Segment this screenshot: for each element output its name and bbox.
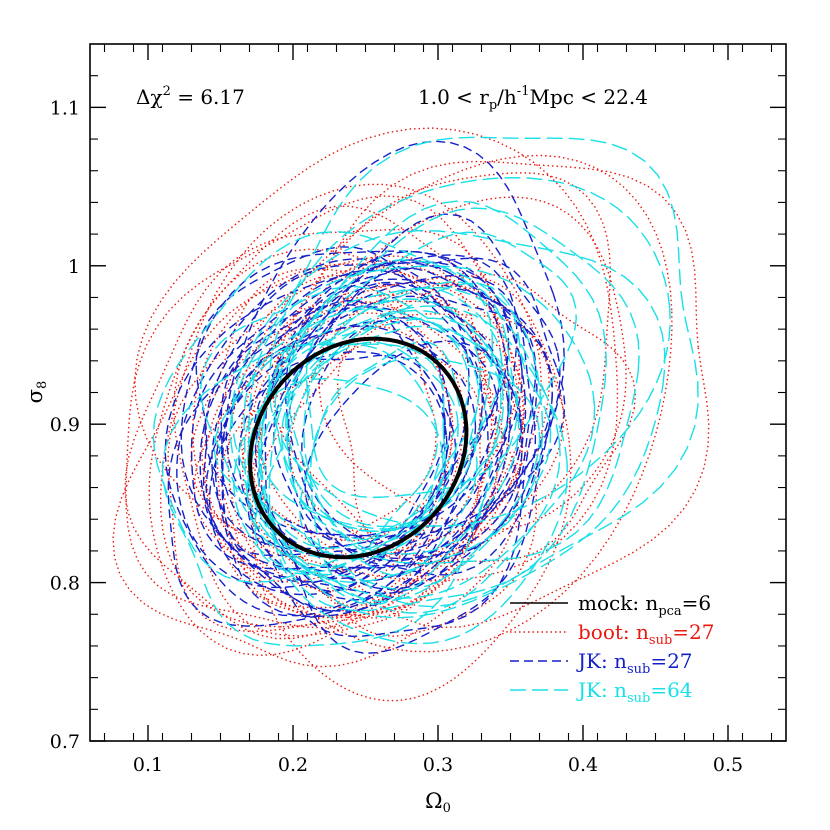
x-axis-label-sub: 0 xyxy=(443,801,451,816)
contour-jk27 xyxy=(180,250,527,613)
y-tick-label: 1.1 xyxy=(50,97,80,119)
contour-jk27 xyxy=(301,317,489,547)
legend-label-sub: sub xyxy=(627,662,650,677)
rp-a-sub: p xyxy=(489,98,497,113)
contour-jk27 xyxy=(238,259,538,638)
rp-b: /h xyxy=(497,85,517,109)
y-axis-label-main: σ xyxy=(23,389,47,403)
contour-jk27 xyxy=(167,305,498,627)
contour-boot xyxy=(124,228,511,640)
y-tick-label: 0.9 xyxy=(50,414,80,436)
legend-label-tail: =64 xyxy=(650,678,692,702)
contour-jk27 xyxy=(164,261,510,617)
contour-boot xyxy=(204,324,453,592)
rp-range-annotation: 1.0 < rp/h-1Mpc < 22.4 xyxy=(418,84,648,113)
contour-jk64 xyxy=(247,259,544,583)
contour-jk64 xyxy=(233,377,444,574)
contour-boot xyxy=(247,312,454,542)
contour-boot xyxy=(201,300,503,617)
x-tick-label: 0.2 xyxy=(278,754,308,776)
contour-jk64 xyxy=(268,176,671,527)
contour-jk64 xyxy=(309,357,541,603)
contour-jk64 xyxy=(303,298,504,528)
contour-jk64 xyxy=(213,342,447,550)
contour-boot xyxy=(260,313,551,637)
contour-jk64 xyxy=(287,207,640,564)
legend-label-boot: boot: nsub=27 xyxy=(578,620,715,648)
legend-label-sub: sub xyxy=(627,691,650,706)
chi2-sup: 2 xyxy=(163,84,171,99)
contour-boot xyxy=(239,160,710,629)
legend-label-tail: =27 xyxy=(672,620,714,644)
contour-jk27 xyxy=(304,340,523,560)
rp-b-sup: -1 xyxy=(517,84,530,99)
axis-ticks: 0.1 0.2 0.3 0.4 0.5 0.7 0.8 0.9 1 1.1 xyxy=(50,44,786,776)
rp-c: Mpc < 22.4 xyxy=(529,85,648,109)
x-tick-label: 0.4 xyxy=(568,754,598,776)
legend-label-tail: =6 xyxy=(682,591,711,615)
contour-jk64 xyxy=(305,231,577,499)
contour-jk64 xyxy=(260,341,459,559)
contour-jk64 xyxy=(257,286,561,614)
contour-boot xyxy=(257,260,524,558)
rp-a: 1.0 < r xyxy=(418,85,489,109)
contour-jk64 xyxy=(286,316,502,555)
legend-label-sub: pca xyxy=(658,604,682,619)
contour-jk64 xyxy=(247,265,596,599)
contour-jk27 xyxy=(287,283,483,539)
contour-jk27 xyxy=(211,262,523,550)
contour-boot xyxy=(192,263,493,619)
x-tick-label: 0.3 xyxy=(423,754,453,776)
x-axis-label-main: Ω xyxy=(425,789,442,813)
x-axis-label: Ω0 xyxy=(425,789,451,816)
legend-label-mock: mock: npca=6 xyxy=(578,591,711,619)
contour-jk27 xyxy=(284,278,554,567)
contour-jk64 xyxy=(231,229,666,619)
x-tick-label: 0.1 xyxy=(133,754,163,776)
contour-jk27 xyxy=(214,325,477,618)
legend-label-main: JK: n xyxy=(576,649,627,673)
contour-jk27 xyxy=(176,258,470,589)
contour-jk64 xyxy=(281,309,481,533)
legend-label-jk64: JK: nsub=64 xyxy=(576,678,693,706)
contour-boot xyxy=(251,281,572,702)
legend-label-main: mock: n xyxy=(578,591,658,615)
legend-label-main: boot: n xyxy=(578,620,649,644)
contour-boot xyxy=(190,268,437,558)
contour-jk64 xyxy=(243,343,438,568)
legend-label-sub: sub xyxy=(649,633,672,648)
contour-layer xyxy=(112,127,710,702)
legend-label-tail: =27 xyxy=(650,649,692,673)
y-tick-label: 0.7 xyxy=(50,731,80,753)
contour-jk64 xyxy=(254,282,552,591)
contour-boot xyxy=(148,248,524,657)
contour-jk64 xyxy=(268,305,569,645)
contour-mock xyxy=(248,336,469,560)
chi2-annotation: Δχ2 = 6.17 xyxy=(136,84,245,109)
chi2-suffix: = 6.17 xyxy=(171,85,245,109)
legend-label-jk27: JK: nsub=27 xyxy=(576,649,693,677)
y-axis-label: σ8 xyxy=(23,381,50,404)
contour-boot xyxy=(125,195,521,629)
contour-jk64 xyxy=(285,325,480,541)
chi2-prefix: Δχ xyxy=(136,85,163,109)
contour-jk27 xyxy=(247,354,457,592)
legend-label-main: JK: n xyxy=(576,678,627,702)
x-tick-label: 0.5 xyxy=(713,754,743,776)
contour-boot xyxy=(173,205,506,637)
contour-jk64 xyxy=(152,230,494,584)
contour-boot xyxy=(336,273,637,563)
y-axis-label-sub: 8 xyxy=(35,381,50,389)
contour-boot xyxy=(227,154,673,653)
contour-jk64 xyxy=(200,285,470,560)
y-tick-label: 0.8 xyxy=(50,573,80,595)
contour-jk27 xyxy=(225,140,565,537)
contour-jk64 xyxy=(229,136,699,608)
contour-jk27 xyxy=(208,350,448,596)
y-tick-label: 1 xyxy=(68,256,80,278)
contour-boot xyxy=(318,196,627,531)
contour-jk64 xyxy=(257,200,607,612)
